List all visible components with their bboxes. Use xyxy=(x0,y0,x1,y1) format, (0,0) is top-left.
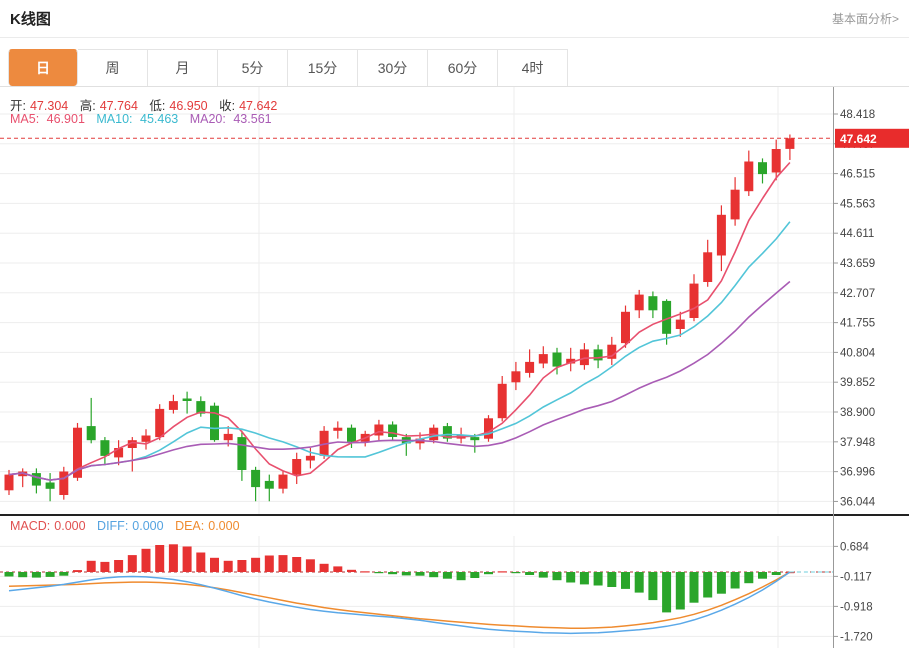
current-price-tag: 47.642 xyxy=(835,128,909,148)
dea-line xyxy=(8,571,791,629)
svg-text:-1.720: -1.720 xyxy=(840,631,873,643)
svg-text:38.900: 38.900 xyxy=(840,407,875,419)
macd-axis-labels: 0.684 -0.117 -0.918 -1.720 xyxy=(833,541,873,643)
svg-text:43.659: 43.659 xyxy=(840,258,875,270)
tab-15分[interactable]: 15分 xyxy=(288,49,358,86)
svg-text:45.563: 45.563 xyxy=(840,198,875,210)
tab-月[interactable]: 月 xyxy=(148,49,218,86)
svg-text:42.707: 42.707 xyxy=(840,288,875,300)
tab-5分[interactable]: 5分 xyxy=(218,49,288,86)
svg-text:47.642: 47.642 xyxy=(840,132,877,146)
tab-周[interactable]: 周 xyxy=(78,49,148,86)
svg-text:48.418: 48.418 xyxy=(840,109,875,121)
main-gridlines xyxy=(0,87,833,648)
diff-line xyxy=(8,571,791,635)
svg-text:41.755: 41.755 xyxy=(840,318,875,330)
svg-text:37.948: 37.948 xyxy=(840,437,875,449)
page-title: K线图 xyxy=(10,11,51,28)
svg-text:46.515: 46.515 xyxy=(840,169,875,181)
ma20-line xyxy=(8,280,791,481)
tab-日[interactable]: 日 xyxy=(8,49,78,86)
kline-chart-svg[interactable]: 48.41847.46746.51545.56344.61143.65942.7… xyxy=(0,87,909,648)
svg-text:-0.117: -0.117 xyxy=(840,571,872,583)
period-tab-bar: 日周月 5分 15分 30分 60分 4时 xyxy=(0,49,909,87)
svg-text:44.611: 44.611 xyxy=(840,228,874,240)
svg-text:-0.918: -0.918 xyxy=(840,601,873,613)
svg-text:40.804: 40.804 xyxy=(840,347,876,359)
tab-60分[interactable]: 60分 xyxy=(428,49,498,86)
svg-text:39.852: 39.852 xyxy=(840,377,875,389)
candles xyxy=(4,134,795,502)
svg-text:36.044: 36.044 xyxy=(840,496,876,508)
ma5-line xyxy=(8,161,791,481)
price-axis-labels: 48.41847.46746.51545.56344.61143.65942.7… xyxy=(833,109,876,508)
tab-30分[interactable]: 30分 xyxy=(358,49,428,86)
fundamental-analysis-link[interactable]: 基本面分析> xyxy=(831,12,899,26)
svg-text:36.996: 36.996 xyxy=(840,467,875,479)
svg-text:0.684: 0.684 xyxy=(840,541,869,553)
macd-histogram xyxy=(4,544,795,613)
header: K线图 基本面分析> xyxy=(0,0,909,38)
tab-4时[interactable]: 4时 xyxy=(498,49,568,86)
kline-chart-area[interactable]: 48.41847.46746.51545.56344.61143.65942.7… xyxy=(0,87,909,648)
